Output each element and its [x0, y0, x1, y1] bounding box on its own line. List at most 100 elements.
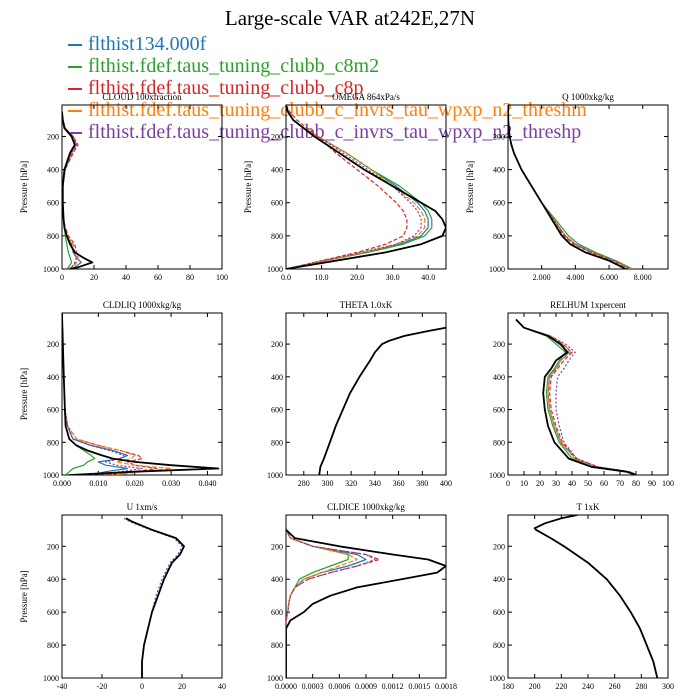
- y-tick-label: 600: [271, 608, 283, 617]
- panel-title: T 1xK: [576, 502, 600, 512]
- x-tick-label: 40: [218, 682, 226, 691]
- y-axis-label: Pressure [hPa]: [19, 570, 29, 622]
- x-tick-label: 90: [648, 479, 656, 488]
- y-tick-label: 200: [47, 132, 59, 141]
- y-tick-label: 1000: [489, 471, 505, 480]
- y-tick-label: 200: [271, 340, 283, 349]
- series-line: [318, 327, 446, 475]
- y-tick-label: 800: [271, 232, 283, 241]
- series-line: [286, 529, 446, 678]
- x-tick-label: 0.0009: [355, 682, 377, 691]
- x-tick-label: 340: [369, 479, 381, 488]
- chart-panel: OMEGA 864xPa/s Pressure [hPa] 200 400 600 800…: [243, 92, 447, 282]
- x-tick-label: 0: [140, 682, 144, 691]
- y-tick-label: 600: [47, 608, 59, 617]
- series-line: [62, 313, 129, 475]
- series-line: [62, 313, 172, 475]
- chart-panel: THETA 1.0xK 200 400 600 800 1000 280 300 320 340 3…: [267, 300, 452, 488]
- series-line: [533, 515, 659, 678]
- legend-label: flthist134.000f: [88, 33, 207, 55]
- series-line: [286, 529, 367, 678]
- series-line: [508, 105, 630, 269]
- plot-frame: [507, 104, 669, 270]
- series-line: [515, 319, 637, 475]
- y-tick-label: 200: [493, 542, 505, 551]
- series-line: [286, 529, 358, 678]
- y-tick-label: 600: [271, 199, 283, 208]
- x-tick-label: 50: [584, 479, 592, 488]
- y-tick-label: 400: [271, 373, 283, 382]
- legend-swatch: [68, 110, 82, 112]
- x-tick-label: 360: [393, 479, 405, 488]
- y-tick-label: 800: [493, 232, 505, 241]
- x-tick-label: 280: [635, 682, 647, 691]
- y-tick-label: 200: [493, 132, 505, 141]
- legend-label: flthist.fdef.taus_tuning_clubb_c_invrs_t…: [88, 121, 582, 143]
- x-tick-label: 8.000: [634, 273, 652, 282]
- x-tick-label: 0.040: [198, 479, 216, 488]
- series-line: [286, 105, 433, 269]
- x-tick-label: 0.0012: [382, 682, 404, 691]
- y-tick-label: 1000: [489, 265, 505, 274]
- y-tick-label: 1000: [267, 674, 283, 683]
- y-tick-label: 1000: [43, 471, 59, 480]
- x-tick-label: 10: [520, 479, 528, 488]
- y-tick-label: 1000: [43, 265, 59, 274]
- y-tick-label: 400: [271, 166, 283, 175]
- y-tick-label: 400: [271, 575, 283, 584]
- x-tick-label: 80: [186, 273, 194, 282]
- y-tick-label: 1000: [43, 674, 59, 683]
- series-line: [318, 326, 446, 475]
- plot-frame: [61, 104, 223, 270]
- y-axis-label: Pressure [hPa]: [465, 161, 475, 213]
- series-line: [318, 327, 446, 475]
- panel-title: U 1xm/s: [127, 502, 158, 512]
- x-tick-label: 60: [600, 479, 608, 488]
- panel-title: THETA 1.0xK: [340, 300, 393, 310]
- x-tick-label: 300: [321, 479, 333, 488]
- y-tick-label: 200: [271, 542, 283, 551]
- x-tick-label: 300: [662, 682, 674, 691]
- y-tick-label: 200: [271, 132, 283, 141]
- y-tick-label: 400: [47, 373, 59, 382]
- x-tick-label: 20: [536, 479, 544, 488]
- series-line: [286, 105, 408, 269]
- y-tick-label: 600: [47, 406, 59, 415]
- y-tick-label: 200: [47, 542, 59, 551]
- plot-frame: [61, 514, 223, 679]
- x-tick-label: 6.000: [600, 273, 618, 282]
- x-tick-label: 100: [216, 273, 228, 282]
- x-tick-label: 0: [60, 273, 64, 282]
- series-line: [62, 111, 94, 269]
- legend-swatch: [68, 66, 82, 68]
- x-tick-label: 10.0: [315, 273, 329, 282]
- x-tick-label: 30.0: [386, 273, 400, 282]
- y-tick-label: 800: [47, 232, 59, 241]
- series-line: [123, 517, 183, 678]
- x-tick-label: 30: [552, 479, 560, 488]
- plot-frame: [285, 514, 447, 679]
- panel-title: Q 1000xkg/kg: [562, 92, 614, 102]
- x-tick-label: 0.0000: [275, 682, 297, 691]
- series-line: [515, 319, 638, 475]
- series-line: [515, 318, 637, 475]
- series-line: [515, 319, 637, 475]
- page-title: Large-scale VAR at242E,27N: [224, 6, 476, 30]
- y-tick-label: 800: [47, 641, 59, 650]
- panel-title: CLOUD 100xfraction: [102, 92, 182, 102]
- panel-title: CLDICE 1000xkg/kg: [327, 502, 405, 512]
- plot-frame: [61, 312, 223, 476]
- series-line: [62, 111, 78, 269]
- x-tick-label: 180: [502, 682, 514, 691]
- y-tick-label: 400: [47, 166, 59, 175]
- y-tick-label: 600: [493, 199, 505, 208]
- x-tick-label: 80: [632, 479, 640, 488]
- x-tick-label: 40: [568, 479, 576, 488]
- series-line: [286, 529, 380, 678]
- y-tick-label: 400: [493, 575, 505, 584]
- series-line: [62, 313, 143, 475]
